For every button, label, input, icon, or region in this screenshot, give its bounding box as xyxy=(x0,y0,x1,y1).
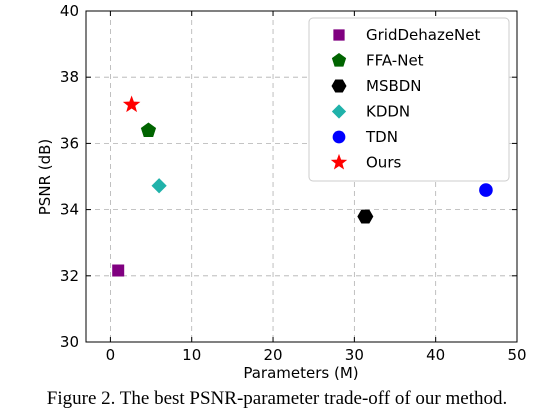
y-tick-label: 34 xyxy=(60,201,79,219)
legend-label-griddehazenet: GridDehazeNet xyxy=(366,26,481,44)
y-tick-label: 36 xyxy=(60,134,79,152)
x-axis-title: Parameters (M) xyxy=(243,364,358,382)
legend-label-kddn: KDDN xyxy=(366,103,410,121)
point-ours xyxy=(122,95,141,113)
x-tick-label: 50 xyxy=(507,346,526,364)
axis-ticks: 0 10 20 30 40 50 30 32 34 36 38 40 xyxy=(60,2,527,364)
y-tick-label: 38 xyxy=(60,68,79,86)
legend-marker-tdn xyxy=(332,130,346,144)
x-tick-label: 0 xyxy=(106,346,116,364)
x-tick-label: 30 xyxy=(345,346,364,364)
point-tdn xyxy=(479,183,493,197)
legend-label-ours: Ours xyxy=(366,154,401,172)
y-axis-title: PSNR (dB) xyxy=(36,139,54,216)
y-tick-label: 32 xyxy=(60,267,79,285)
legend: GridDehazeNet FFA-Net MSBDN KDDN TDN Ours xyxy=(308,17,510,182)
point-msbdn xyxy=(357,209,374,224)
legend-marker-kddn xyxy=(331,104,347,119)
x-tick-label: 10 xyxy=(182,346,201,364)
legend-label-msbdn: MSBDN xyxy=(366,77,422,95)
legend-label-ffa-net: FFA-Net xyxy=(366,52,424,70)
point-griddehazenet xyxy=(112,264,125,277)
figure-caption: Figure 2. The best PSNR-parameter trade-… xyxy=(46,388,508,409)
y-tick-label: 40 xyxy=(60,2,79,20)
legend-marker-griddehazenet xyxy=(333,29,345,41)
legend-marker-ours xyxy=(330,153,348,170)
point-kddn xyxy=(151,178,167,194)
plot-frame xyxy=(85,10,518,343)
legend-marker-msbdn xyxy=(331,79,347,93)
legend-marker-ffa-net xyxy=(331,53,347,67)
legend-label-tdn: TDN xyxy=(365,128,398,146)
y-tick-label: 30 xyxy=(60,333,79,351)
data-points xyxy=(112,95,493,277)
x-tick-label: 20 xyxy=(263,346,282,364)
point-ffa-net xyxy=(140,122,157,137)
legend-box xyxy=(308,17,510,182)
x-tick-label: 40 xyxy=(426,346,445,364)
scatter-chart: 0 10 20 30 40 50 30 32 34 36 38 40 Parameters (M) P… xyxy=(36,2,527,382)
